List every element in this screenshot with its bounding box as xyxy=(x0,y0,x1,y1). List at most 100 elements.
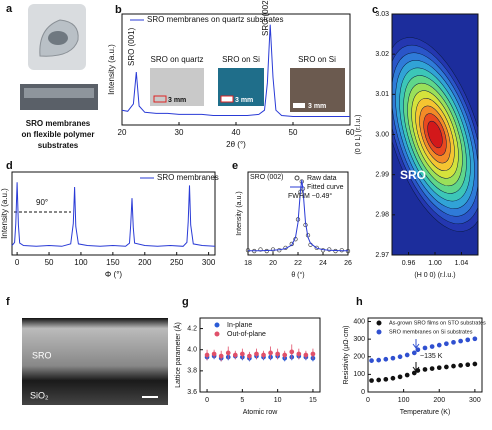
point xyxy=(270,247,276,252)
scale-box xyxy=(220,95,234,103)
point xyxy=(369,358,374,363)
x-tick-label: 100 xyxy=(74,258,88,267)
x-tick-label: 0 xyxy=(366,397,370,404)
point xyxy=(458,338,463,344)
point xyxy=(275,351,280,357)
annotation: SRO (002) xyxy=(250,174,283,181)
panel-label: h xyxy=(356,296,363,308)
y-tick-label: 3.00 xyxy=(375,131,389,138)
caption: SRO membranes xyxy=(26,119,91,128)
legend-marker xyxy=(214,322,220,328)
y-axis-title: (0 0 L) (r.l.u.) xyxy=(355,114,362,154)
point xyxy=(254,351,259,357)
y-tick-label: 3.8 xyxy=(187,368,197,375)
x-tick-label: 24 xyxy=(319,260,327,267)
x-axis-title: (H 0 0) (r.l.u.) xyxy=(414,272,455,279)
scale-label: 3 mm xyxy=(308,103,326,110)
y-tick-label: 400 xyxy=(353,318,365,325)
y-tick-label: 4.0 xyxy=(187,347,197,354)
point xyxy=(422,345,428,351)
panel-label: a xyxy=(6,3,13,15)
point xyxy=(247,353,252,359)
point xyxy=(296,351,302,357)
point xyxy=(415,368,421,373)
sample xyxy=(48,31,68,45)
point xyxy=(465,337,471,343)
plot-frame xyxy=(199,317,321,393)
y-tick-label: 300 xyxy=(353,336,365,343)
contour-map xyxy=(392,14,478,255)
y-tick-label: 3.6 xyxy=(187,389,197,396)
x-axis-title: θ (°) xyxy=(291,271,304,279)
inset-label: SRO on Si xyxy=(298,55,336,64)
point xyxy=(261,352,266,358)
y-tick-label: 100 xyxy=(353,371,365,378)
x-axis-title: Temperature (K) xyxy=(400,409,451,416)
annotation: SRO xyxy=(400,168,426,182)
y-axis-title: Resistivity (μΩ·cm) xyxy=(343,325,350,384)
y-axis-title: Intensity (a.u.) xyxy=(0,188,9,239)
point xyxy=(303,352,309,358)
point xyxy=(282,352,288,358)
point xyxy=(268,350,273,356)
scale-label: 3 mm xyxy=(235,97,253,104)
x-tick-label: 300 xyxy=(202,258,216,267)
legend-marker xyxy=(294,175,300,181)
point xyxy=(314,245,319,251)
point xyxy=(204,352,210,358)
point xyxy=(264,248,269,254)
point xyxy=(404,372,410,378)
layer-label: SiO₂ xyxy=(30,390,49,400)
x-tick-label: 0 xyxy=(15,258,20,267)
x-tick-label: 10 xyxy=(274,397,282,404)
point xyxy=(458,363,463,368)
point xyxy=(211,351,217,357)
legend-label: In-plane xyxy=(227,322,252,329)
point xyxy=(472,361,478,367)
point xyxy=(397,354,403,360)
x-tick-label: 200 xyxy=(138,258,152,267)
panel-label: b xyxy=(115,4,122,16)
panel-label: e xyxy=(232,160,238,172)
caption: on flexible polymer xyxy=(22,130,95,139)
x-tick-label: 100 xyxy=(398,397,410,404)
sign xyxy=(24,88,94,98)
legend-marker xyxy=(376,320,382,326)
point xyxy=(429,344,435,349)
y-tick-label: 3.01 xyxy=(375,91,389,98)
legend-label: SRO membranes on quartz substrates xyxy=(147,15,284,24)
point xyxy=(390,355,396,361)
inset-photo xyxy=(150,68,204,106)
x-tick-label: 250 xyxy=(170,258,184,267)
x-tick-label: 200 xyxy=(433,397,445,404)
y-tick-label: 2.98 xyxy=(375,212,389,219)
legend-label: Out-of-plane xyxy=(227,331,266,338)
point xyxy=(333,248,338,254)
annotation: SRO (002) xyxy=(261,0,270,36)
x-tick-label: 15 xyxy=(309,397,317,404)
x-tick-label: 60 xyxy=(346,128,355,137)
point xyxy=(397,374,403,380)
y-axis-title: Intensity (a.u.) xyxy=(107,44,116,95)
x-tick-label: 1.00 xyxy=(428,260,442,267)
y-tick-label: 2.97 xyxy=(375,252,389,259)
scale-box xyxy=(293,103,305,108)
scale-label: 3 mm xyxy=(168,97,186,104)
legend-marker xyxy=(214,331,220,337)
point xyxy=(240,351,245,357)
annotation: FWHM ~0.49° xyxy=(288,192,332,200)
point xyxy=(451,339,456,345)
legend-label: SRO membranes xyxy=(157,173,219,182)
point xyxy=(411,350,417,356)
x-tick-label: 0 xyxy=(205,397,209,404)
legend-label: As-grown SRO films on STO substrates xyxy=(389,320,486,326)
point xyxy=(232,352,238,358)
x-tick-label: 40 xyxy=(232,128,241,137)
point xyxy=(451,363,456,369)
x-axis-title: Φ (°) xyxy=(105,270,122,279)
point xyxy=(411,370,417,376)
arrow xyxy=(412,339,420,349)
y-tick-label: 200 xyxy=(353,354,365,361)
